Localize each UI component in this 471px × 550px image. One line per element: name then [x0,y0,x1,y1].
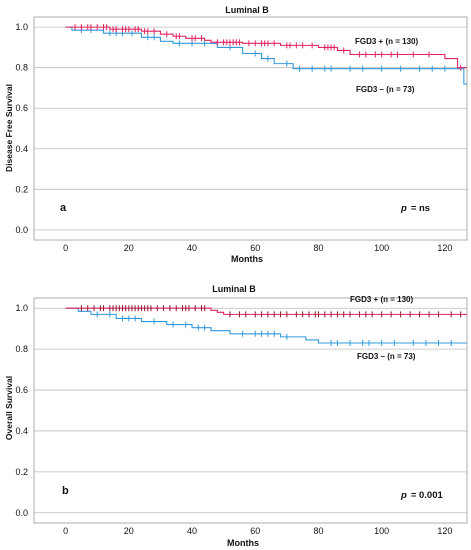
panel-b-series-0-line [65,307,467,315]
panel-a-title: Luminal B [225,5,269,15]
panel-b-legend-fgd3-pos: FGD3 + (n = 130) [350,295,413,304]
panel-b-p-value: p = 0.001 [400,490,443,501]
panel-a-x-axis-label: Months [231,254,263,264]
panel-a-legend-fgd3-pos: FGD3 + (n = 130) [355,37,418,46]
panel-b-xtick-2: 40 [187,526,197,536]
panel-a-xtick-4: 80 [313,243,323,253]
panel-b-curves [65,305,467,346]
panel-b-x-ticks: 0 20 40 60 80 100 120 [63,526,452,536]
panel-b-xtick-6: 120 [437,526,452,536]
panel-a-ytick-2: 0.4 [15,144,28,154]
panel-b-plot-frame [33,297,468,524]
panel-a-letter: a [60,202,67,214]
panel-b-xtick-5: 100 [374,526,389,536]
panel-a-y-ticks: 0.0 0.2 0.4 0.6 0.8 1.0 [15,22,28,235]
panel-b-x-axis-label: Months [227,538,259,548]
panel-a: Luminal B 0.0 0.2 0.4 0.6 0.8 1.0 0 20 4… [4,5,468,264]
panel-b-series-1-line [65,307,467,344]
panel-a-y-axis-label: Disease Free Survival [4,84,14,172]
panel-a-xtick-3: 60 [250,243,260,253]
panel-b-letter: b [62,485,69,497]
panel-b-ytick-5: 1.0 [15,303,28,313]
panel-a-x-ticks: 0 20 40 60 80 100 120 [63,243,452,253]
panel-b: Luminal B 0.0 0.2 0.4 0.6 0.8 1.0 0 20 4… [4,284,468,548]
panel-b-p-symbol: p [400,490,407,501]
panel-b-ytick-0: 0.0 [15,508,28,518]
panel-b-legend-fgd3-neg: FGD3 – (n = 73) [357,352,416,361]
panel-b-xtick-4: 80 [313,526,323,536]
panel-b-xtick-3: 60 [250,526,260,536]
panel-a-ytick-4: 0.8 [15,63,28,73]
panel-a-xtick-1: 20 [124,243,134,253]
panel-a-ytick-5: 1.0 [15,22,28,32]
panel-a-plot-frame [33,16,468,241]
panel-b-y-axis-label: Overall Survival [4,376,14,440]
panel-a-ytick-1: 0.2 [15,184,28,194]
panel-a-p-text: = ns [411,203,430,214]
panel-b-title: Luminal B [212,284,256,294]
panel-a-gridlines [34,26,467,231]
panel-a-curves [65,24,467,85]
panel-a-xtick-6: 120 [437,243,452,253]
panel-b-xtick-1: 20 [124,526,134,536]
panel-a-series-1-line [65,26,467,85]
panel-b-gridlines [34,307,467,514]
panel-a-xtick-2: 40 [187,243,197,253]
panel-b-y-ticks: 0.0 0.2 0.4 0.6 0.8 1.0 [15,303,28,518]
panel-a-ytick-3: 0.6 [15,103,28,113]
panel-b-ytick-3: 0.6 [15,385,28,395]
panel-b-ytick-2: 0.4 [15,426,28,436]
panel-a-xtick-5: 100 [374,243,389,253]
panel-a-p-value: p = ns [400,203,430,214]
panel-b-ytick-4: 0.8 [15,344,28,354]
panel-a-xtick-0: 0 [63,243,68,253]
panel-a-legend-fgd3-neg: FGD3 – (n = 73) [356,85,415,94]
panel-a-p-symbol: p [400,203,407,214]
panel-a-ytick-0: 0.0 [15,225,28,235]
panel-b-ytick-1: 0.2 [15,467,28,477]
panel-b-xtick-0: 0 [63,526,68,536]
panel-b-p-text: = 0.001 [411,490,444,501]
